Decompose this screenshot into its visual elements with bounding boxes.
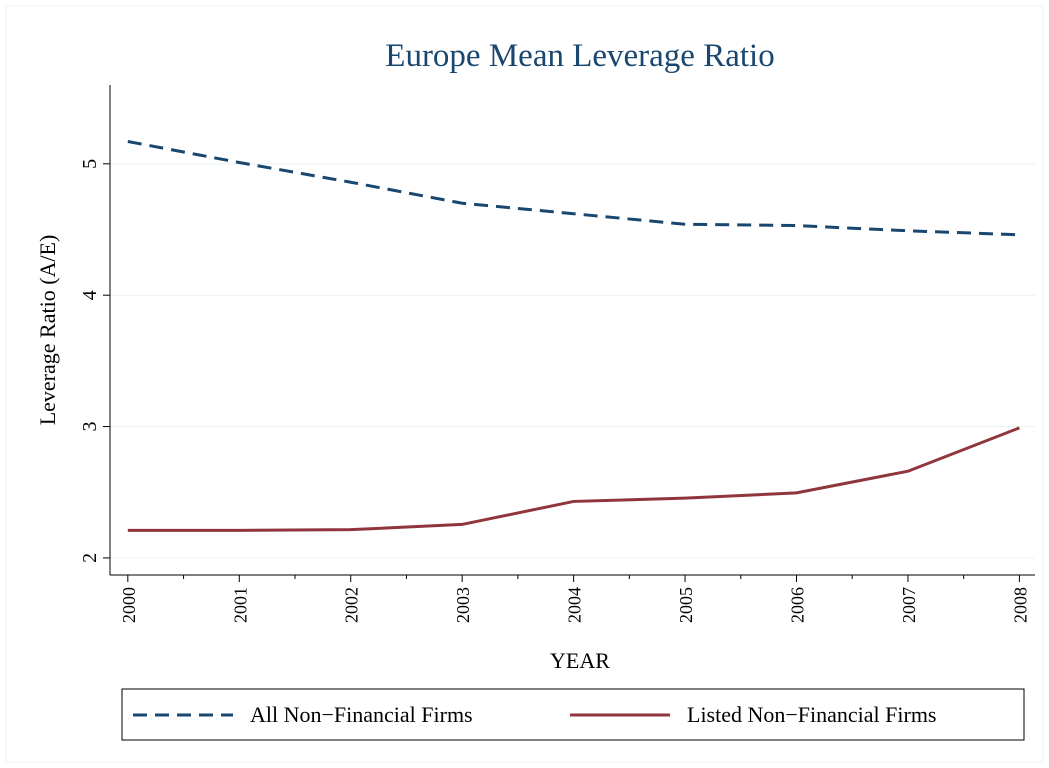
- x-tick-label: 2007: [899, 587, 919, 623]
- legend-box: [121, 688, 1025, 741]
- x-tick-label: 2008: [1010, 587, 1030, 623]
- background: [5, 5, 1044, 763]
- x-tick-label: 2005: [676, 587, 696, 623]
- x-tick-label: 2001: [230, 587, 250, 623]
- x-tick-label: 2003: [453, 587, 473, 623]
- chart-title: Europe Mean Leverage Ratio: [385, 38, 774, 74]
- x-tick-label: 2006: [788, 587, 808, 623]
- y-axis-label: Leverage Ratio (A/E): [35, 235, 60, 426]
- x-tick-label: 2004: [565, 587, 585, 623]
- y-tick-label: 2: [79, 553, 101, 563]
- x-axis-label: YEAR: [550, 648, 610, 673]
- x-tick-label: 2002: [342, 587, 362, 623]
- y-tick-label: 3: [79, 422, 101, 432]
- y-tick-label: 5: [79, 159, 101, 169]
- x-tick-label: 2000: [119, 587, 139, 623]
- legend-label: All Non−Financial Firms: [250, 702, 473, 727]
- legend-label: Listed Non−Financial Firms: [687, 702, 937, 727]
- series-line: [127, 140, 1020, 237]
- series-line: [127, 426, 1020, 532]
- y-tick-label: 4: [79, 290, 101, 300]
